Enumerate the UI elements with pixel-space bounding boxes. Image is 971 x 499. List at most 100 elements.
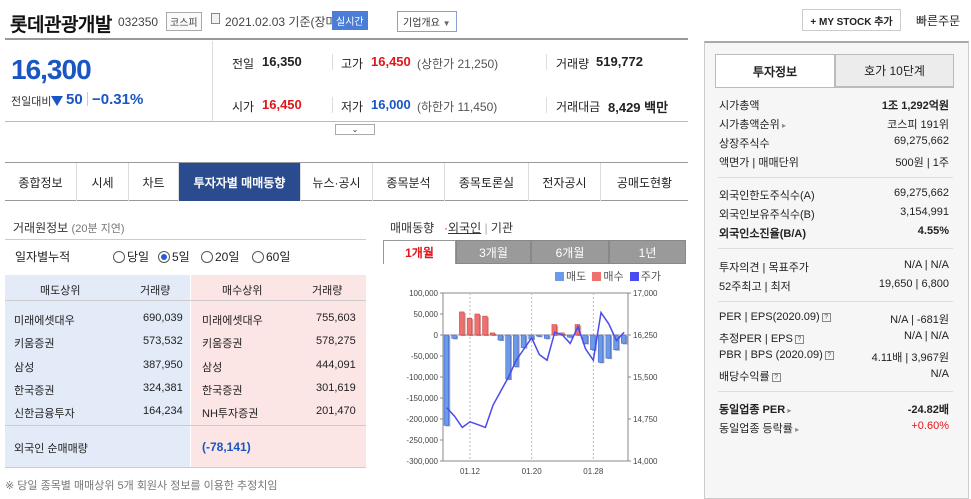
bullet-icon: · [444, 221, 448, 235]
tab-quote[interactable]: 시세 [77, 163, 129, 201]
down-arrow-icon [51, 96, 63, 106]
tab-order-book[interactable]: 호가 10단계 [835, 54, 954, 87]
radio-today[interactable]: 당일 [113, 248, 149, 265]
bottom-line [5, 467, 366, 468]
expand-toggle-button[interactable]: ⌄ [335, 124, 375, 135]
f_ratio-value: 4.55% [917, 225, 949, 237]
info-row-pbr: PBR | BPS (2020.09)? 4.11배 | 3,967원 [719, 349, 949, 364]
section-divider [718, 301, 953, 302]
amount-number: 8,429 [608, 100, 641, 115]
radio-icon [252, 251, 264, 263]
col-sep [332, 54, 333, 70]
stock-code: 032350 [118, 15, 159, 29]
sell-volume: 387,950 [143, 359, 183, 371]
left-tick-label: -50,000 [411, 352, 439, 361]
period-tab-6m[interactable]: 6개월 [531, 240, 609, 264]
company-overview-dropdown[interactable]: 기업개요 ▼ [397, 11, 457, 32]
tab-investor-trends[interactable]: 투자자별 매매동향 [179, 163, 301, 201]
market-cap-unit: 억원 [928, 100, 949, 112]
chevron-right-icon[interactable]: ▸ [792, 425, 800, 434]
tab-summary[interactable]: 종합정보 [5, 163, 77, 201]
chart-legend: 매도 매수 주가 [555, 268, 661, 284]
main-tabs: 종합정보 시세 차트 투자자별 매매동향 뉴스·공시 종목분석 종목토론실 전자… [5, 162, 688, 201]
buy-volume: 444,091 [316, 359, 356, 371]
sell-broker: 미래에셋대우 [14, 315, 75, 327]
realtime-badge[interactable]: 실시간 [332, 11, 368, 30]
add-my-stock-button[interactable]: + MY STOCK 추가 [802, 9, 901, 31]
period-tab-3m[interactable]: 3개월 [456, 240, 531, 264]
radio-5day[interactable]: 5일 [158, 248, 190, 265]
left-tick-label: 0 [434, 331, 439, 340]
est-label: 추정PER | EPS [719, 333, 793, 345]
x-tick-label: 01.28 [583, 467, 604, 476]
info-row-ind_per: 동일업종 PER ▸ -24.82배 [719, 401, 949, 417]
pbr-value: 4.11배 | 3,967원 [871, 352, 949, 364]
sell-broker: 삼성 [14, 362, 35, 374]
buy-bar [482, 315, 488, 336]
buy-broker: NH투자증권 [202, 408, 259, 420]
left-tick-label: -100,000 [406, 373, 438, 382]
col-sep [546, 54, 547, 70]
help-icon[interactable]: ? [821, 312, 831, 322]
chevron-right-icon[interactable]: ▸ [785, 406, 792, 415]
sell-bar [520, 334, 527, 348]
sell-broker: 키움증권 [14, 338, 55, 350]
right-tick-label: 15,500 [633, 373, 658, 382]
tab-news[interactable]: 뉴스·공시 [301, 163, 373, 201]
help-icon[interactable]: ? [824, 350, 834, 360]
sell-bar [621, 334, 627, 344]
est-value: N/A | N/A [903, 330, 949, 342]
volume-label: 거래량 [556, 57, 590, 71]
chart-tab-institution[interactable]: 기관 [490, 221, 514, 235]
tab-investment-info[interactable]: 투자정보 [715, 54, 835, 87]
company-overview-label: 기업개요 [403, 18, 440, 29]
period-tab-1m[interactable]: 1개월 [383, 240, 456, 264]
info-row-par: 액면가 | 매매단위 500원 | 1주 [719, 154, 949, 170]
sell-bar [590, 334, 596, 350]
rtab-line [715, 87, 954, 88]
sell-bar [497, 334, 503, 341]
chart-filter: ·외국인 | 기관 [444, 221, 514, 235]
price-divider [212, 41, 213, 121]
left-tick-label: -200,000 [406, 415, 438, 424]
sell-panel [5, 275, 190, 468]
tab-analysis[interactable]: 종목분석 [373, 163, 445, 201]
period-bar [5, 239, 366, 273]
period-tab-1y[interactable]: 1년 [609, 240, 686, 264]
help-icon[interactable]: ? [794, 334, 804, 344]
tab-disclosure[interactable]: 전자공시 [529, 163, 601, 201]
chevron-down-icon: ▼ [442, 19, 451, 28]
right-tick-label: 17,000 [633, 289, 658, 298]
ind_per-label: 동일업종 PER [719, 404, 786, 416]
tab-discussion[interactable]: 종목토론실 [445, 163, 529, 201]
quick-order-link[interactable]: 빠른주문 [916, 14, 961, 28]
radio-icon [201, 251, 213, 263]
buy-broker: 한국증권 [202, 385, 243, 397]
radio-60day[interactable]: 60일 [252, 248, 290, 265]
radio-20day[interactable]: 20일 [201, 248, 239, 265]
tab-chart[interactable]: 차트 [129, 163, 179, 201]
header-line [5, 300, 366, 301]
info-row-f_limit: 외국인한도주식수(A) 69,275,662 [719, 187, 949, 203]
col-sep [332, 97, 333, 113]
buy-bar [474, 313, 480, 336]
prev-close-label: 전일 [232, 57, 255, 71]
info-row-rank: 시가총액순위 ▸ 코스피 191위 [719, 116, 949, 132]
tab-short-selling[interactable]: 공매도현황 [616, 175, 673, 190]
change-percent: −0.31% [92, 91, 144, 108]
left-tick-label: 100,000 [409, 289, 438, 298]
chart-tab-foreign[interactable]: 외국인 [448, 221, 482, 235]
info-row-market_cap: 시가총액 1조 1,292억원 [719, 97, 949, 113]
footnote: ※ 당일 종목별 매매상위 5개 회원사 정보를 이용한 추정치임 [5, 480, 278, 492]
change-label: 전일대비 [11, 96, 52, 108]
price-line [446, 310, 625, 429]
opinion-value: N/A | N/A [903, 259, 949, 271]
foreign-line [5, 425, 366, 426]
low-value: 16,000 [371, 97, 411, 112]
info-row-ind_chg: 동일업종 등락률 ▸ +0.60% [719, 420, 949, 436]
help-icon[interactable]: ? [771, 372, 781, 382]
sell-volume: 324,381 [143, 382, 183, 394]
chevron-right-icon[interactable]: ▸ [779, 121, 786, 130]
market-cap-number: 1조 1,292 [881, 100, 929, 112]
left-tick-label: -250,000 [406, 436, 438, 445]
